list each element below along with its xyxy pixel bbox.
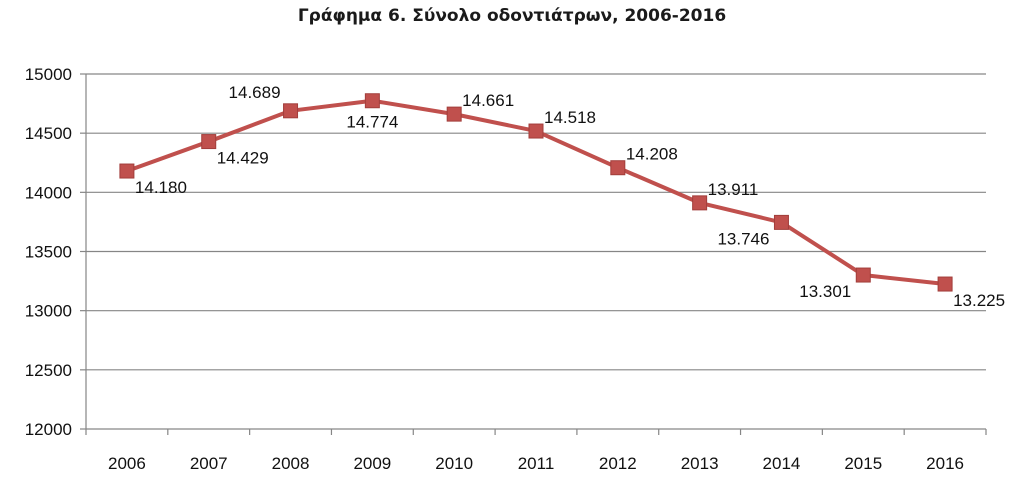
- data-label-2014: 13.746: [717, 229, 769, 248]
- x-axis-tick-labels: 2006 2007 2008 2009 2010 2011 2012 2013 2014 2015…: [108, 454, 964, 473]
- x-tick-label-2007: 2007: [190, 454, 228, 473]
- data-label-2006: 14.180: [135, 178, 187, 197]
- y-axis-tick-labels: 12000 12500 13000 13500 14000 14500 15000: [25, 65, 72, 439]
- y-tick-label-14500: 14500: [25, 124, 72, 143]
- data-label-2016: 13.225: [953, 291, 1005, 310]
- data-label-2008: 14.689: [229, 83, 281, 102]
- x-tick-label-2013: 2013: [681, 454, 719, 473]
- y-tick-label-12000: 12000: [25, 420, 72, 439]
- data-point-2010: [446, 106, 462, 122]
- data-point-2015: [855, 267, 871, 283]
- chart-title: Γράφημα 6. Σύνολο οδοντιάτρων, 2006-2016: [297, 6, 727, 26]
- x-tick-label-2006: 2006: [108, 454, 146, 473]
- data-label-2007: 14.429: [217, 149, 269, 168]
- x-tick-label-2008: 2008: [272, 454, 310, 473]
- x-tick-label-2016: 2016: [926, 454, 964, 473]
- y-tick-label-13500: 13500: [25, 243, 72, 262]
- y-tick-label-15000: 15000: [25, 65, 72, 84]
- x-tick-label-2012: 2012: [599, 454, 637, 473]
- data-point-2013: [692, 195, 708, 211]
- data-labels: 14.180 14.429 14.689 14.774 14.661 14.518 14.2…: [135, 83, 1005, 310]
- data-point-2016: [937, 276, 953, 292]
- x-tick-label-2014: 2014: [763, 454, 801, 473]
- data-label-2011: 14.518: [544, 108, 596, 127]
- data-label-2009: 14.774: [346, 113, 398, 132]
- data-point-2011: [528, 123, 544, 139]
- data-label-2010: 14.661: [462, 91, 514, 110]
- axes: [80, 73, 987, 435]
- data-point-2012: [610, 160, 626, 176]
- y-tick-label-12500: 12500: [25, 361, 72, 380]
- data-label-2012: 14.208: [626, 145, 678, 164]
- x-tick-label-2009: 2009: [353, 454, 391, 473]
- data-label-2015: 13.301: [799, 282, 851, 301]
- data-point-2014: [773, 214, 789, 230]
- y-tick-label-13000: 13000: [25, 302, 72, 321]
- data-point-2006: [119, 163, 135, 179]
- x-tick-label-2015: 2015: [844, 454, 882, 473]
- data-point-2007: [201, 134, 217, 150]
- x-tick-label-2011: 2011: [518, 454, 555, 473]
- data-point-2008: [283, 103, 299, 119]
- data-point-2009: [364, 93, 380, 109]
- data-series: [119, 93, 953, 292]
- y-tick-label-14000: 14000: [25, 183, 72, 202]
- x-tick-label-2010: 2010: [435, 454, 473, 473]
- data-label-2013: 13.911: [708, 180, 759, 199]
- gridlines: [86, 73, 986, 371]
